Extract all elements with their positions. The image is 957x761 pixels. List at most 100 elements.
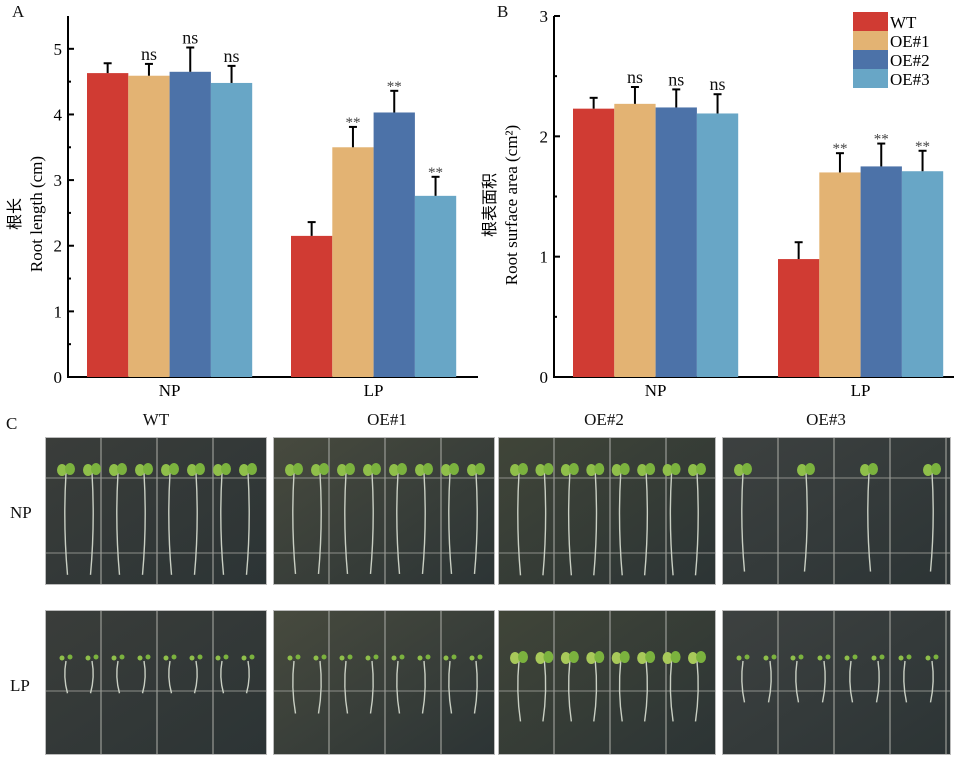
significance-label: ** [428,165,443,181]
significance-label: ns [627,67,643,87]
seedling-root [64,472,69,575]
seedling-root [517,660,522,722]
seedling-leaf [449,463,459,475]
legend-swatch [853,31,888,50]
bar [332,147,374,377]
seedling-leaf [611,652,622,664]
bar [655,107,697,377]
seedling-root [64,660,69,694]
seedling-leaf [365,655,371,661]
seedling-leaf [285,464,295,476]
seedling-root [448,660,453,714]
seedling-leaf [337,464,347,476]
bar [169,71,211,378]
seedling [923,463,941,572]
significance-label: ns [141,44,157,64]
seedling-leaf [223,654,229,660]
seedling-leaf [817,655,823,661]
seedling-root [741,472,746,572]
photo-background [499,611,715,754]
seedling-leaf [373,654,379,660]
seedling [510,651,528,722]
y-tick-label: 4 [54,105,63,124]
significance-label: ns [668,69,684,89]
seedling-leaf [469,655,475,661]
seedling-leaf [744,654,750,660]
panel-letter-b: B [497,2,509,21]
seedling-root [669,660,674,722]
seedling-photo [273,610,495,755]
seedling-root [344,472,349,575]
x-tick-label: LP [851,381,871,400]
y-axis-label-cn: 根长 [6,198,24,230]
seedling-leaf [295,654,301,660]
seedling-root [473,660,478,714]
seedling [611,463,630,576]
seedling [135,463,153,575]
bar [614,103,656,378]
y-tick-label: 2 [54,237,63,256]
seedling-root [867,472,872,572]
seedling-root [767,660,772,703]
y-tick-label: 1 [54,302,63,321]
seedling-leaf [771,654,777,660]
seedling-photo [498,610,716,755]
significance-label: ** [874,132,889,148]
seedling-root [694,472,699,576]
seedling [662,463,681,576]
seedling [560,651,579,722]
seedling-leaf [239,464,249,476]
seedling [443,654,457,714]
seedling-root [517,472,522,576]
seedling-leaf [825,654,831,660]
seedling-leaf [645,463,656,475]
seedling [365,654,379,714]
seedling-leaf [319,463,329,475]
x-tick-label: LP [364,381,384,400]
seedling-root [875,660,880,703]
seedling-leaf [57,464,67,476]
seedling-root [292,472,297,575]
seedling-root [618,660,623,722]
seedling [736,654,750,703]
panel-letter-c: C [6,414,18,433]
seedling-leaf [619,651,630,663]
seedling-leaf [688,464,698,476]
seedling-leaf [475,463,485,475]
seedling-root [795,660,800,703]
seedling-leaf [397,463,407,475]
chart-root-length: 根长 Root length (cm) 0 1 2 3 4 5 ns ns ns NP ** ** **… [6,16,478,400]
seedling-leaf [560,464,571,476]
seedling-root [741,660,746,703]
seedling [57,463,75,575]
photo-background [499,438,715,584]
seedling-root [220,660,225,694]
significance-label: ** [345,115,360,131]
seedling-leaf [645,651,656,663]
bar [373,112,415,378]
seedling-leaf [594,463,605,475]
seedling-leaf [311,464,321,476]
seedling [637,651,656,722]
seedling-leaf [736,655,742,661]
seedling-leaf [441,464,451,476]
seedling [337,463,355,575]
seedling-leaf [510,464,520,476]
seedling-root [421,660,426,714]
seedling-root [89,472,94,575]
seedling [797,463,815,572]
seedling [510,463,528,576]
seedling-root [245,660,250,694]
y-tick-label: 5 [54,40,63,59]
seedling-leaf [451,654,457,660]
seedling-root [903,660,908,703]
seedling-leaf [568,651,579,663]
seedling [662,651,681,722]
seedling [535,463,554,576]
seedling-leaf [662,464,673,476]
seedling-leaf [763,655,769,661]
seedling [637,463,656,576]
photo-background [274,611,494,754]
seedling [898,654,912,703]
bar [87,73,129,377]
